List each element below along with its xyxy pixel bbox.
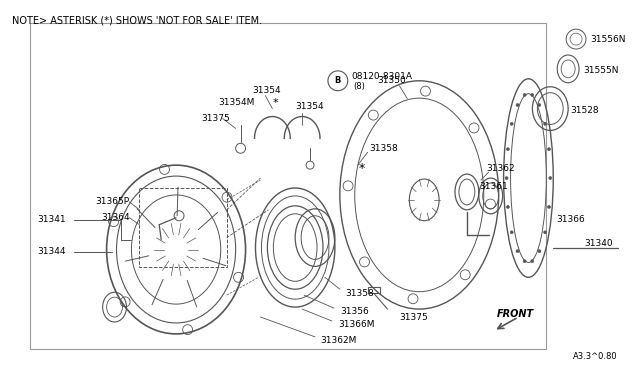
Text: 31366: 31366 [556, 215, 585, 224]
Text: 31528: 31528 [570, 106, 599, 115]
Text: 31358: 31358 [345, 289, 374, 298]
Circle shape [548, 177, 552, 180]
Text: 31362: 31362 [487, 164, 515, 173]
Text: 31375: 31375 [399, 312, 428, 321]
Text: NOTE> ASTERISK (*) SHOWS 'NOT FOR SALE' ITEM.: NOTE> ASTERISK (*) SHOWS 'NOT FOR SALE' … [12, 15, 262, 25]
Circle shape [531, 93, 534, 96]
Bar [140, 188, 227, 267]
Circle shape [523, 260, 526, 263]
Circle shape [516, 250, 519, 253]
Text: 31361: 31361 [479, 182, 508, 190]
Text: 31362M: 31362M [320, 336, 356, 345]
Circle shape [543, 231, 547, 234]
Circle shape [538, 103, 541, 106]
Circle shape [547, 205, 550, 208]
Text: 31364: 31364 [101, 213, 129, 222]
Circle shape [523, 93, 526, 96]
Bar [367, 287, 380, 293]
Text: 08120-8301A: 08120-8301A [352, 72, 413, 81]
Circle shape [516, 103, 519, 106]
Circle shape [547, 148, 550, 151]
Text: 31358: 31358 [370, 144, 398, 153]
Circle shape [506, 205, 509, 208]
Text: 31356: 31356 [340, 307, 369, 315]
Text: 31375: 31375 [201, 114, 230, 123]
Circle shape [510, 122, 513, 125]
Text: 31350: 31350 [378, 76, 406, 85]
Text: 31556N: 31556N [590, 35, 625, 44]
Text: 31354M: 31354M [219, 98, 255, 107]
Text: B: B [335, 76, 341, 85]
Bar [30, 23, 547, 349]
Text: 31344: 31344 [37, 247, 66, 256]
Text: FRONT: FRONT [497, 309, 534, 319]
Text: *: * [273, 97, 278, 108]
Text: 31366M: 31366M [338, 320, 374, 330]
Text: *: * [358, 162, 365, 174]
Text: 31340: 31340 [584, 239, 612, 248]
Text: 31341: 31341 [37, 215, 66, 224]
Circle shape [510, 231, 513, 234]
Circle shape [531, 260, 534, 263]
Text: 31555N: 31555N [583, 66, 618, 76]
Circle shape [505, 177, 508, 180]
Text: 31354: 31354 [295, 102, 324, 111]
Text: 31365P: 31365P [95, 198, 129, 206]
Text: A3.3^0.80: A3.3^0.80 [573, 352, 618, 361]
Text: 31354: 31354 [253, 86, 281, 95]
Circle shape [543, 122, 547, 125]
Circle shape [538, 250, 541, 253]
Text: (8): (8) [354, 82, 365, 91]
Circle shape [506, 148, 509, 151]
